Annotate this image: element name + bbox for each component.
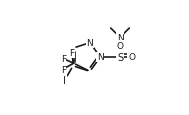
Text: S: S bbox=[117, 53, 123, 62]
Text: N: N bbox=[97, 53, 104, 62]
Text: O: O bbox=[128, 53, 135, 62]
Text: O: O bbox=[117, 42, 124, 50]
Text: F: F bbox=[61, 65, 66, 74]
Text: F: F bbox=[69, 49, 74, 58]
Text: N: N bbox=[117, 33, 123, 42]
Text: I: I bbox=[64, 75, 66, 85]
Text: N: N bbox=[87, 39, 93, 48]
Text: F: F bbox=[61, 55, 66, 63]
